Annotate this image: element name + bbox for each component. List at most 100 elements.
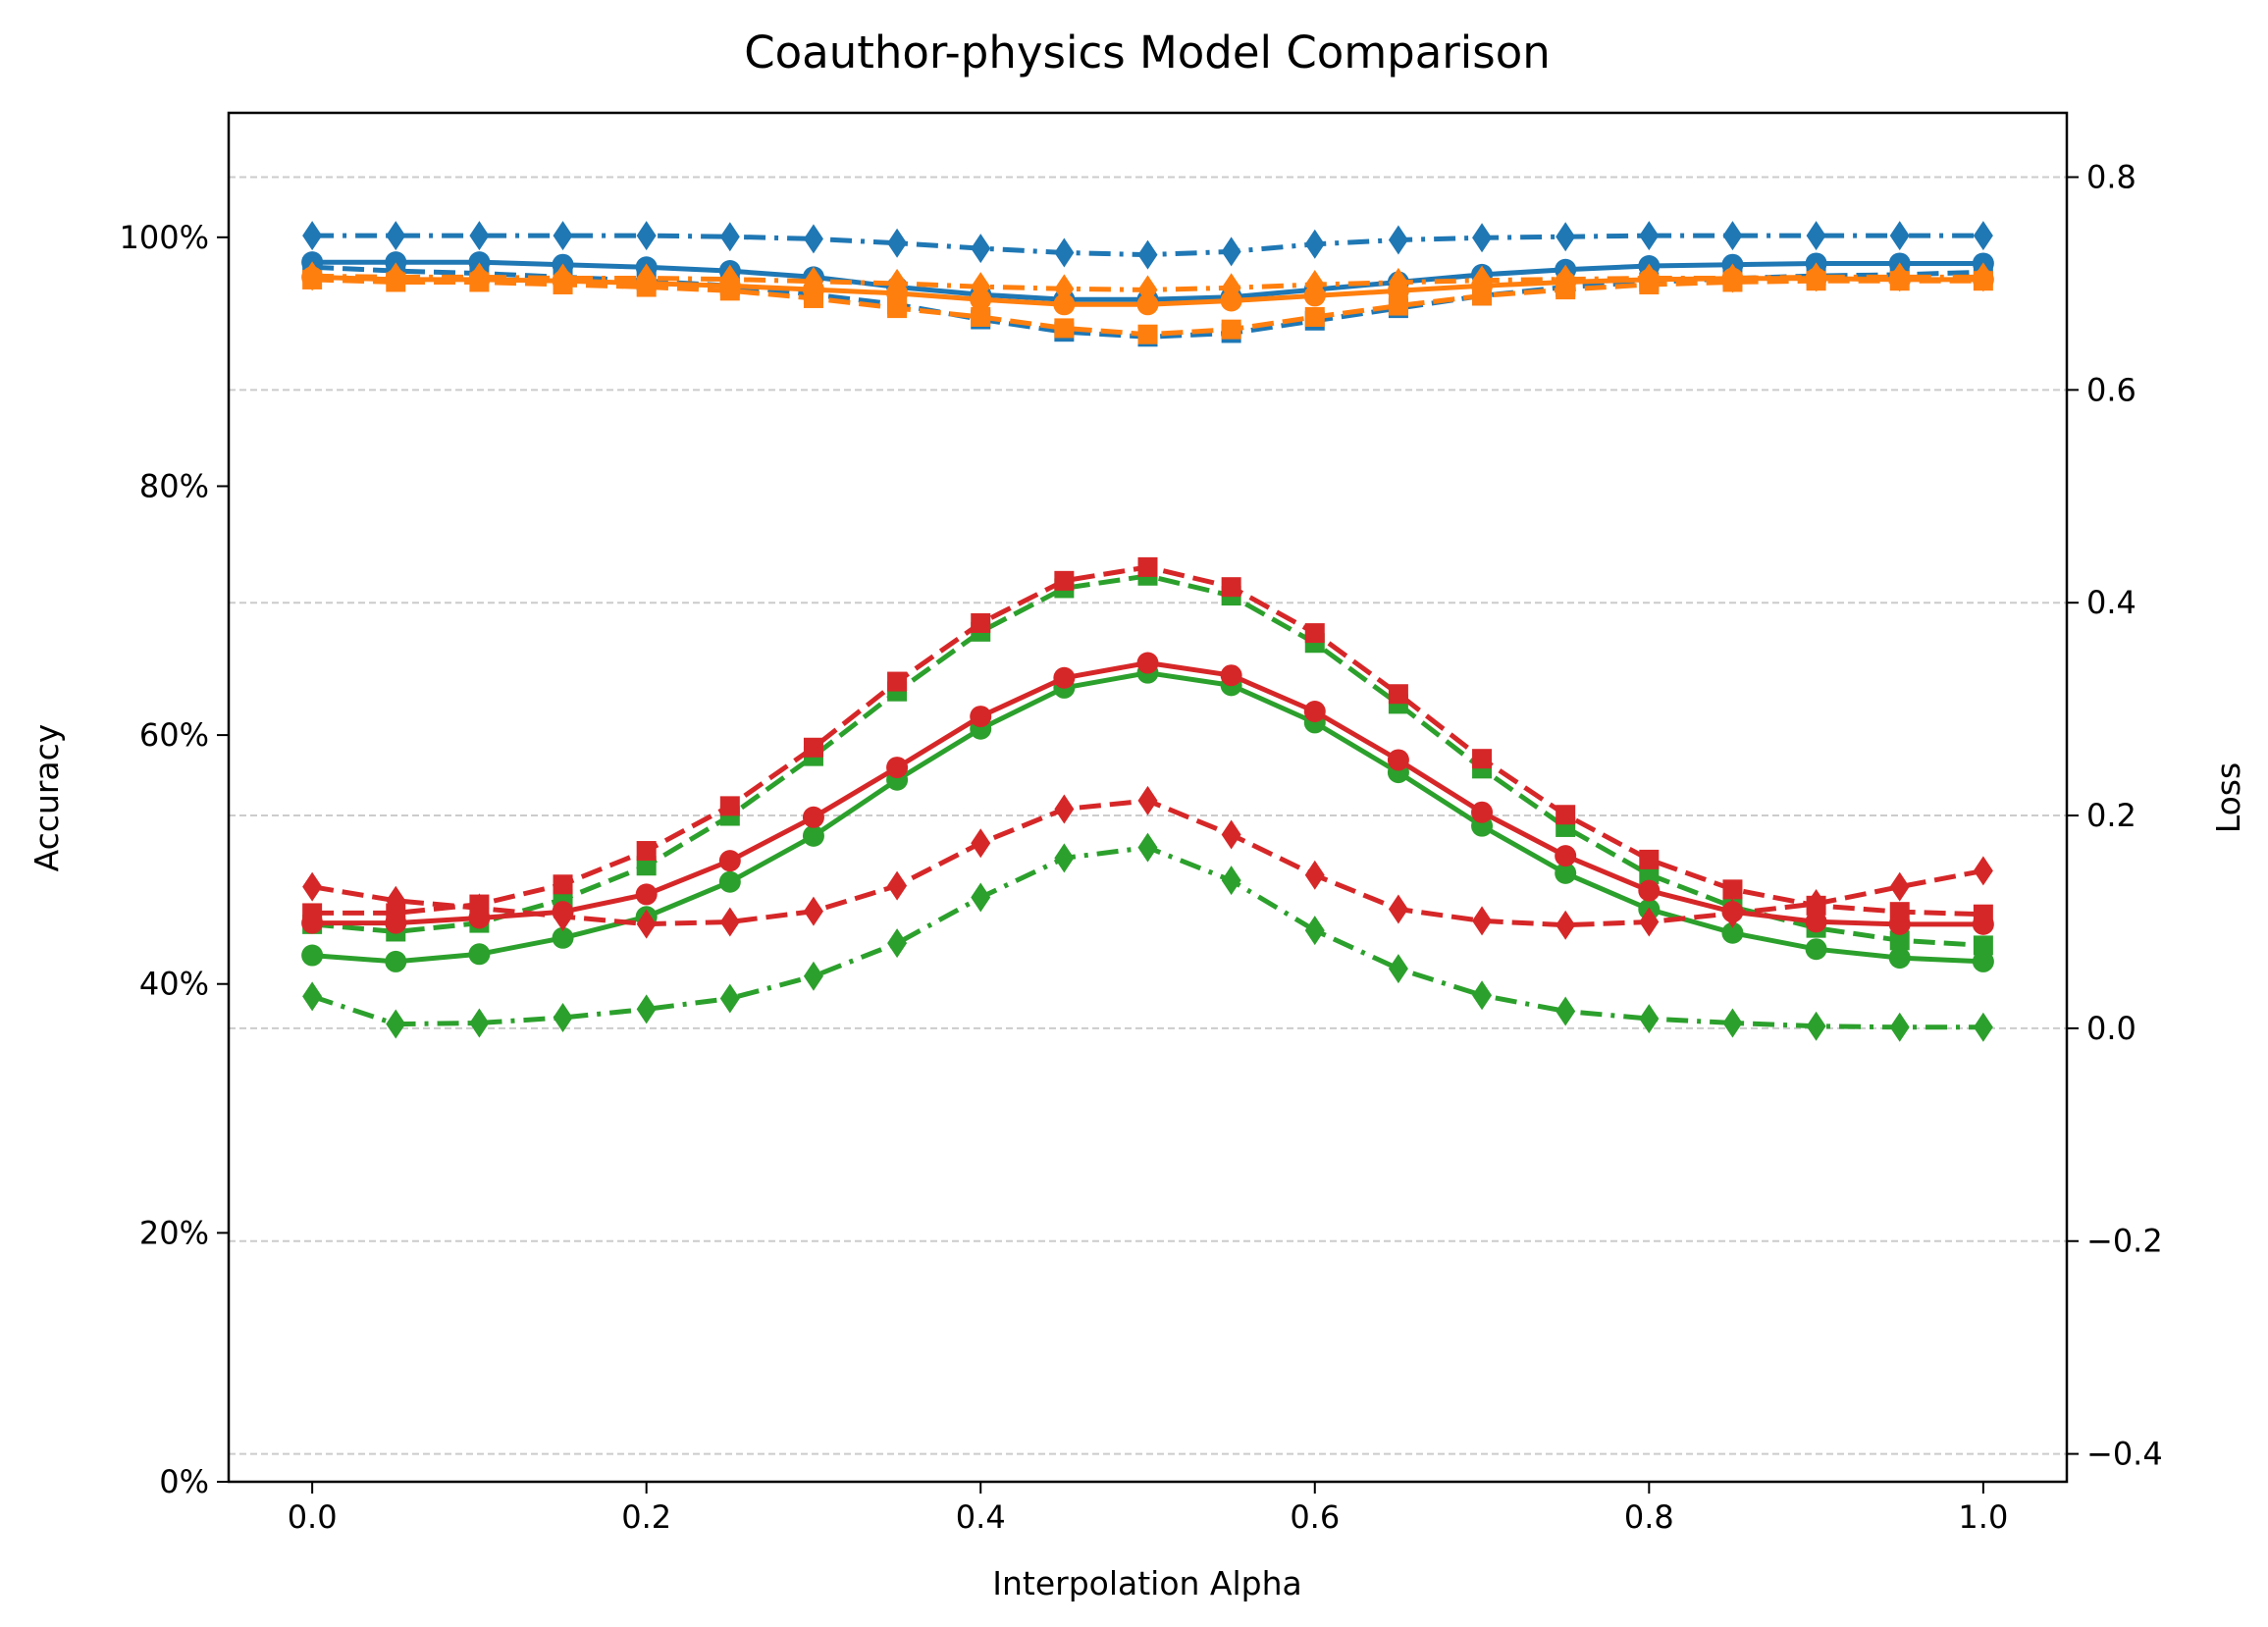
- data-point: [719, 264, 740, 294]
- y2-tick-label: 0.6: [2086, 371, 2136, 408]
- data-point: [1388, 894, 1408, 924]
- data-point: [1471, 801, 1494, 823]
- data-point: [636, 263, 657, 293]
- data-point: [887, 298, 908, 319]
- data-point: [970, 706, 992, 728]
- data-point: [302, 221, 323, 251]
- data-point: [803, 224, 823, 254]
- y-tick-label: 20%: [139, 1214, 209, 1251]
- data-point: [301, 944, 324, 967]
- data-point: [1137, 275, 1158, 305]
- data-point: [1388, 954, 1408, 984]
- data-point: [1221, 319, 1241, 340]
- data-point: [469, 1008, 490, 1038]
- data-point: [1889, 262, 1910, 292]
- data-point: [886, 757, 909, 779]
- data-point: [553, 874, 573, 895]
- data-point: [971, 828, 991, 859]
- y2-tick-label: −0.4: [2086, 1436, 2163, 1473]
- data-point: [302, 981, 323, 1012]
- data-point: [1220, 664, 1242, 687]
- data-point: [1973, 262, 1993, 292]
- data-point: [803, 737, 823, 758]
- data-point: [1053, 293, 1076, 316]
- data-point: [1972, 950, 1994, 972]
- data-point: [636, 994, 657, 1024]
- data-point: [971, 882, 991, 913]
- data-point: [636, 909, 657, 939]
- data-point: [803, 288, 823, 308]
- data-point: [636, 841, 657, 862]
- y2-tick-label: 0.4: [2086, 584, 2136, 621]
- data-point: [386, 262, 406, 292]
- data-point: [1556, 264, 1576, 294]
- data-point: [1388, 295, 1408, 316]
- data-point: [302, 903, 323, 923]
- data-point: [1388, 225, 1408, 255]
- data-point: [887, 928, 908, 959]
- data-point: [1806, 221, 1826, 251]
- data-point: [1973, 856, 1993, 886]
- data-point: [1722, 879, 1743, 900]
- data-point: [1722, 898, 1743, 928]
- x-tick-label: 0.8: [1624, 1498, 1674, 1536]
- data-point: [1889, 930, 1910, 951]
- chart-title: Coauthor-physics Model Comparison: [744, 26, 1551, 79]
- axis-layer: 0.0 0.2 0.4 0.6 0.8 1.0 0% 20% 40% 60% 80% 100% −0.4…: [120, 158, 2163, 1536]
- data-point: [802, 824, 824, 847]
- y-tick-label: 0%: [159, 1463, 209, 1500]
- y2-tick-label: 0.0: [2086, 1010, 2136, 1047]
- x-tick-label: 0.0: [288, 1498, 338, 1536]
- data-point: [1221, 236, 1241, 267]
- data-point: [386, 885, 406, 916]
- y2-axis-label: Loss: [2209, 762, 2247, 833]
- data-point: [887, 870, 908, 901]
- data-point: [1304, 229, 1325, 259]
- data-point: [1304, 860, 1325, 890]
- data-point: [1722, 1008, 1743, 1038]
- y-tick-label: 100%: [120, 219, 209, 256]
- data-point: [1137, 832, 1158, 863]
- series-2: [302, 221, 1993, 270]
- data-point: [1556, 996, 1576, 1026]
- data-point: [635, 883, 658, 906]
- data-point: [1889, 871, 1910, 902]
- data-point: [1973, 935, 1993, 956]
- plot-frame: [227, 111, 2069, 1484]
- data-point: [1639, 1004, 1660, 1034]
- series-11: [302, 785, 1993, 940]
- data-point: [1137, 239, 1158, 270]
- data-point: [1639, 263, 1660, 293]
- data-point: [1806, 889, 1826, 919]
- data-point: [1722, 221, 1743, 251]
- data-point: [553, 221, 573, 251]
- data-point: [1221, 273, 1241, 303]
- data-point: [1805, 938, 1827, 961]
- data-point: [971, 272, 991, 302]
- data-point: [1973, 221, 1993, 251]
- data-point: [1472, 223, 1493, 253]
- data-point: [1888, 947, 1911, 970]
- data-point: [1556, 805, 1576, 825]
- data-point: [1388, 684, 1408, 705]
- data-point: [1806, 262, 1826, 292]
- data-point: [1472, 265, 1493, 295]
- data-point: [1722, 263, 1743, 293]
- data-point: [1639, 907, 1660, 937]
- data-point: [1221, 819, 1241, 850]
- data-point: [1555, 845, 1577, 867]
- y-tick-label: 40%: [139, 966, 209, 1003]
- data-point: [386, 221, 406, 251]
- data-point: [1137, 556, 1158, 577]
- data-point: [1639, 865, 1660, 885]
- data-point: [1889, 902, 1910, 922]
- series-5: [302, 261, 1993, 305]
- data-point: [1054, 794, 1075, 824]
- data-point: [553, 263, 573, 293]
- data-point: [803, 961, 823, 991]
- data-point: [1054, 318, 1075, 339]
- data-point: [971, 612, 991, 633]
- grid-layer: [229, 176, 2067, 1455]
